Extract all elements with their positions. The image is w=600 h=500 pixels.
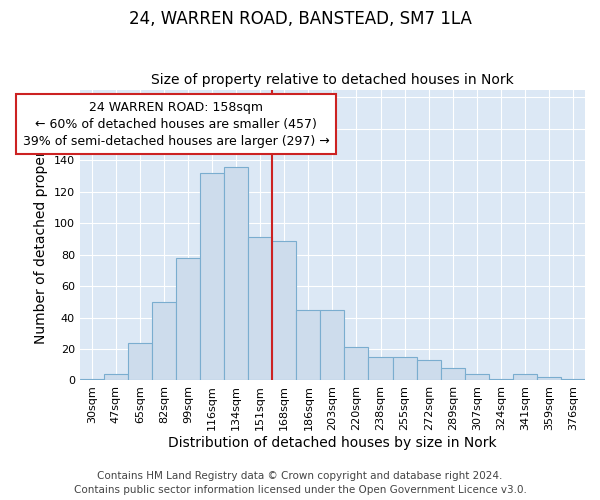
Bar bbox=[200, 173, 224, 380]
Bar bbox=[416, 360, 440, 380]
Bar bbox=[440, 368, 465, 380]
Bar bbox=[465, 374, 489, 380]
Bar bbox=[320, 310, 344, 380]
Title: Size of property relative to detached houses in Nork: Size of property relative to detached ho… bbox=[151, 73, 514, 87]
Bar bbox=[344, 348, 368, 380]
Bar bbox=[392, 357, 416, 380]
Bar bbox=[176, 258, 200, 380]
Text: 24, WARREN ROAD, BANSTEAD, SM7 1LA: 24, WARREN ROAD, BANSTEAD, SM7 1LA bbox=[128, 10, 472, 28]
Bar bbox=[561, 379, 585, 380]
Bar bbox=[513, 374, 537, 380]
Text: 24 WARREN ROAD: 158sqm
← 60% of detached houses are smaller (457)
39% of semi-de: 24 WARREN ROAD: 158sqm ← 60% of detached… bbox=[23, 100, 329, 148]
Y-axis label: Number of detached properties: Number of detached properties bbox=[34, 126, 48, 344]
Bar bbox=[104, 374, 128, 380]
Bar bbox=[128, 342, 152, 380]
Bar bbox=[489, 379, 513, 380]
Bar bbox=[537, 378, 561, 380]
Text: Contains HM Land Registry data © Crown copyright and database right 2024.
Contai: Contains HM Land Registry data © Crown c… bbox=[74, 471, 526, 495]
Bar bbox=[248, 238, 272, 380]
Bar bbox=[296, 310, 320, 380]
Bar bbox=[152, 302, 176, 380]
X-axis label: Distribution of detached houses by size in Nork: Distribution of detached houses by size … bbox=[168, 436, 497, 450]
Bar bbox=[368, 357, 392, 380]
Bar bbox=[224, 166, 248, 380]
Bar bbox=[272, 240, 296, 380]
Bar bbox=[80, 379, 104, 380]
